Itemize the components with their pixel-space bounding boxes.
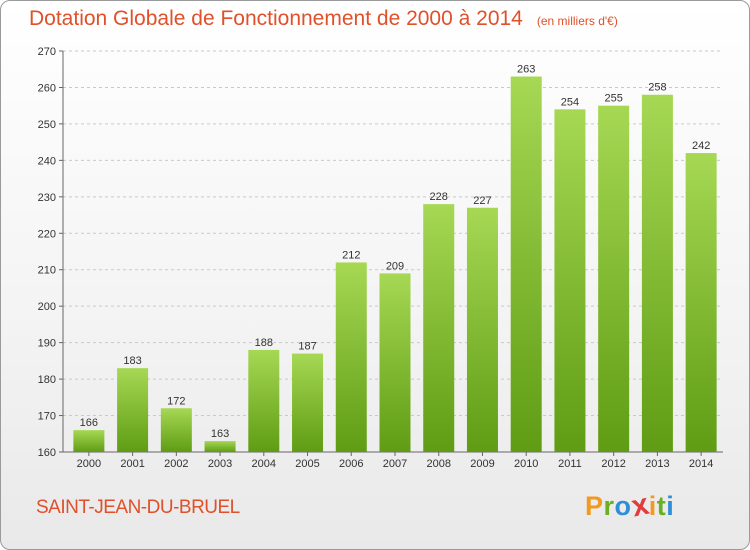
bar-2000 — [73, 430, 105, 452]
x-tick-label: 2014 — [689, 458, 713, 470]
y-tick-label: 220 — [38, 228, 56, 240]
bar-2009 — [466, 207, 498, 452]
unit-note: (en milliers d'€) — [536, 14, 618, 28]
x-tick-label: 2010 — [514, 458, 538, 470]
x-tick-label: 2013 — [645, 458, 669, 470]
x-tick-label: 2007 — [383, 458, 407, 470]
bar-value-label: 263 — [517, 64, 535, 76]
logo-letter: i — [666, 491, 675, 521]
y-tick-label: 160 — [38, 447, 56, 459]
logo-letter: o — [614, 491, 632, 521]
y-tick-label: 210 — [38, 265, 56, 277]
bar-value-label: 172 — [167, 395, 185, 407]
bar-value-label: 166 — [80, 417, 98, 429]
bar-value-label: 254 — [561, 96, 579, 108]
x-tick-label: 2004 — [252, 458, 276, 470]
bar-2005 — [292, 353, 324, 452]
bar-value-label: 188 — [255, 337, 273, 349]
chart-title-text: Dotation Globale de Fonctionnement de 20… — [29, 7, 523, 30]
bar-value-label: 258 — [648, 82, 666, 94]
bar-2003 — [204, 441, 236, 452]
logo-letter: r — [603, 491, 615, 521]
bar-2014 — [685, 153, 717, 452]
bar-2012 — [598, 105, 630, 452]
y-tick-label: 170 — [38, 411, 56, 423]
y-tick-label: 230 — [38, 192, 56, 204]
y-tick-label: 250 — [38, 119, 56, 131]
logo-letter: i — [648, 491, 657, 521]
bar-value-label: 228 — [430, 191, 448, 203]
y-tick-label: 270 — [38, 46, 56, 58]
bar-value-label: 163 — [211, 428, 229, 440]
bars — [73, 76, 717, 452]
x-tick-label: 2008 — [426, 458, 450, 470]
bar-2011 — [554, 109, 586, 452]
bar-2008 — [423, 204, 455, 452]
bar-2006 — [335, 262, 367, 452]
x-tick-label: 2012 — [601, 458, 625, 470]
y-tick-label: 180 — [38, 374, 56, 386]
bar-2002 — [160, 408, 192, 452]
commune-name: SAINT-JEAN-DU-BRUEL — [36, 497, 240, 518]
y-tick-label: 190 — [38, 338, 56, 350]
y-tick-label: 260 — [38, 82, 56, 94]
x-tick-label: 2011 — [558, 458, 582, 470]
bar-2007 — [379, 273, 411, 452]
bar-value-label: 227 — [473, 195, 491, 207]
bar-value-label: 255 — [604, 93, 622, 105]
bar-value-label: 209 — [386, 260, 404, 272]
bar-2004 — [248, 349, 280, 452]
chart-title: Dotation Globale de Fonctionnement de 20… — [29, 7, 618, 31]
bar-value-label: 242 — [692, 140, 710, 152]
x-tick-label: 2006 — [339, 458, 363, 470]
x-tick-label: 2005 — [295, 458, 319, 470]
bar-2010 — [510, 76, 542, 452]
x-tick-label: 2009 — [470, 458, 494, 470]
y-tick-label: 240 — [38, 155, 56, 167]
y-tick-label: 200 — [38, 301, 56, 313]
x-tick-label: 2002 — [164, 458, 188, 470]
x-tick-label: 2003 — [208, 458, 232, 470]
proxiti-logo[interactable]: Proxiti — [585, 488, 675, 524]
bar-value-label: 187 — [298, 341, 316, 353]
x-tick-label: 2000 — [77, 458, 101, 470]
labels: 166 2000 183 2001 172 2002 163 2003 188 2004 187 20… — [77, 64, 714, 470]
bar-2001 — [117, 368, 149, 452]
bar-value-label: 183 — [123, 355, 141, 367]
bar-value-label: 212 — [342, 249, 360, 261]
logo-letter: P — [585, 491, 604, 521]
bar-2013 — [641, 94, 673, 452]
x-tick-label: 2001 — [120, 458, 144, 470]
logo-letter: t — [656, 491, 667, 521]
